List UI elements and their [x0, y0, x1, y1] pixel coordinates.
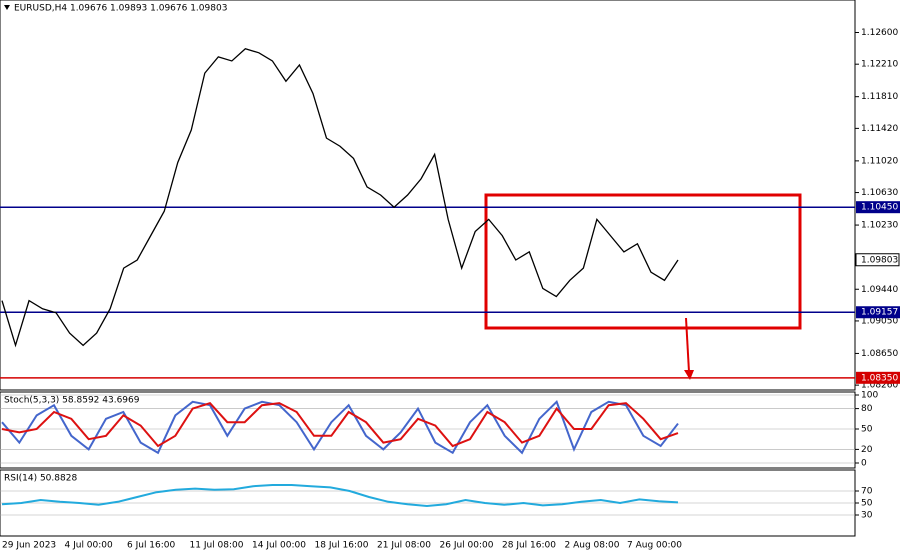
y-tick-label: 1.12210 [861, 60, 898, 70]
stoch-title: Stoch(5,3,3) 58.8592 43.6969 [4, 396, 140, 406]
x-tick-label: 7 Aug 00:00 [627, 541, 682, 551]
y-tick-label: 1.10630 [861, 188, 898, 198]
level-label: 1.09157 [861, 308, 898, 318]
y-tick-label: 1.11020 [861, 156, 898, 166]
y-tick-label: 30 [861, 511, 873, 521]
x-tick-label: 4 Jul 00:00 [65, 541, 114, 551]
series-line [1, 402, 679, 448]
x-tick-label: 6 Jul 16:00 [127, 541, 176, 551]
level-tag [856, 201, 900, 214]
x-tick-label: 18 Jul 16:00 [315, 541, 369, 551]
x-tick-label: 14 Jul 00:00 [252, 541, 306, 551]
arrow-shaft [685, 317, 690, 373]
y-tick-label: 1.12600 [861, 28, 898, 38]
y-tick-label: 50 [861, 499, 873, 509]
level-label: 1.10450 [861, 203, 898, 213]
y-tick-label: 1.09050 [861, 316, 898, 326]
chart-title: EURUSD,H4 1.09676 1.09893 1.09676 1.0980… [14, 4, 227, 14]
y-tick-label: 20 [861, 445, 873, 455]
y-tick-label: 1.11420 [861, 124, 898, 134]
y-tick-label: 1.09440 [861, 285, 898, 295]
y-tick-label: 100 [861, 391, 878, 401]
y-tick-label: 1.08650 [861, 349, 898, 359]
y-tick-label: 50 [861, 425, 873, 435]
x-tick-label: 29 Jun 2023 [2, 541, 56, 551]
x-tick-label: 26 Jul 00:00 [440, 541, 494, 551]
x-tick-label: 11 Jul 08:00 [190, 541, 244, 551]
x-tick-label: 21 Jul 08:00 [377, 541, 431, 551]
series-line [1, 399, 679, 455]
range-box [484, 193, 802, 330]
y-tick-label: 1.08260 [861, 381, 898, 391]
price-tag [855, 253, 900, 267]
menu-icon [4, 5, 10, 10]
level-tag [856, 371, 900, 384]
y-tick-label: 0 [861, 459, 867, 469]
level-label: 1.08350 [861, 373, 898, 383]
level-tag [856, 306, 900, 319]
x-tick-label: 2 Aug 08:00 [565, 541, 620, 551]
y-tick-label: 1.11810 [861, 92, 898, 102]
stoch-panel [0, 391, 856, 469]
price-label: 1.09803 [861, 255, 898, 265]
x-tick-label: 28 Jul 16:00 [502, 541, 556, 551]
rsi-title: RSI(14) 50.8828 [4, 474, 77, 484]
series-line [1, 484, 679, 508]
y-tick-label: 80 [861, 404, 873, 414]
arrow-head [684, 370, 694, 380]
y-tick-label: 70 [861, 487, 873, 497]
y-tick-label: 1.10230 [861, 221, 898, 231]
series-line [1, 48, 679, 348]
